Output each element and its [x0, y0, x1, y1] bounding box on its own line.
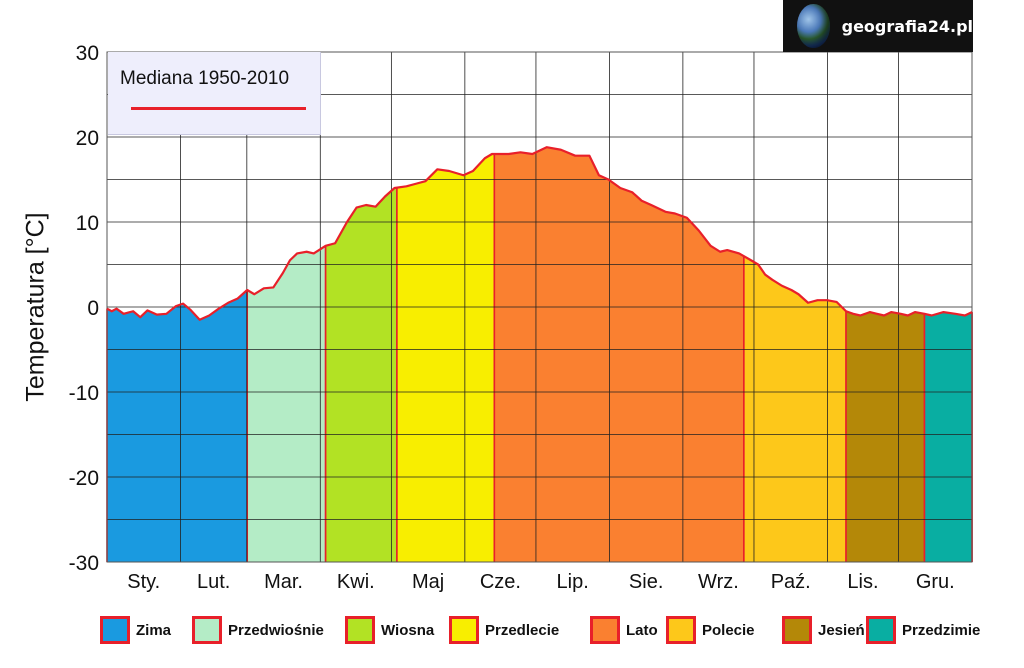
- brand-text: geografia24.pl: [841, 16, 973, 36]
- x-tick-label: Gru.: [916, 571, 955, 593]
- x-tick-label: Maj: [412, 571, 444, 593]
- season-swatch: [666, 616, 696, 644]
- plot-frame: [106, 51, 973, 563]
- season-band-przedzimie: [924, 312, 972, 562]
- season-legend: Zima Przedwiośnie Wiosna Przedlecie Lato Pole…: [0, 613, 1024, 647]
- season-legend-label: Przedwiośnie: [228, 621, 324, 639]
- season-band-przedwiośnie: [247, 245, 326, 563]
- x-tick-label: Kwi.: [337, 571, 375, 593]
- season-legend-label: Przedzimie: [902, 621, 981, 639]
- grid: [106, 51, 973, 563]
- season-swatch: [449, 616, 479, 644]
- x-tick-label: Cze.: [480, 571, 521, 593]
- season-legend-item-przedzimie: Przedzimie: [866, 613, 980, 647]
- y-tick-label: -30: [69, 552, 99, 575]
- season-legend-item-jesień: Jesień: [782, 613, 865, 647]
- line-legend: Mediana 1950-2010: [108, 52, 321, 135]
- season-legend-label: Polecie: [702, 621, 755, 639]
- season-band-przedlecie: [396, 154, 495, 562]
- season-legend-label: Przedlecie: [485, 621, 560, 639]
- season-legend-label: Zima: [136, 621, 172, 639]
- x-tick-label: Lis.: [847, 571, 878, 593]
- x-tick-label: Paź.: [771, 571, 811, 593]
- x-tick-label: Lip.: [557, 571, 589, 593]
- x-tick-label: Sie.: [629, 571, 663, 593]
- season-swatch: [782, 616, 812, 644]
- season-legend-item-przedlecie: Przedlecie: [449, 613, 559, 647]
- y-tick-label: 10: [76, 212, 99, 235]
- season-swatch: [345, 616, 375, 644]
- y-tick-label: -20: [69, 467, 99, 490]
- season-legend-label: Wiosna: [381, 621, 435, 639]
- median-line: [106, 146, 973, 321]
- season-swatch: [100, 616, 130, 644]
- line-legend-swatch: [131, 107, 306, 110]
- season-band-jesień: [846, 311, 925, 562]
- globe-icon: [797, 4, 830, 48]
- season-band-lato: [494, 147, 744, 562]
- season-legend-item-lato: Lato: [590, 613, 658, 647]
- season-legend-item-wiosna: Wiosna: [345, 613, 434, 647]
- season-swatch: [590, 616, 620, 644]
- median-temperature-line: [106, 146, 973, 321]
- x-tick-label: Mar.: [264, 571, 303, 593]
- x-tick-label: Sty.: [127, 571, 160, 593]
- season-swatch: [866, 616, 896, 644]
- y-tick-label: -10: [69, 382, 99, 405]
- y-tick-label: 0: [87, 297, 99, 320]
- line-legend-label: Mediana 1950-2010: [120, 68, 290, 89]
- season-bands: [106, 147, 973, 563]
- y-axis-ticks: 30 20 10 0 -10 -20 -30: [69, 42, 99, 575]
- season-band-polecie: [743, 256, 847, 562]
- season-band-wiosna: [325, 187, 397, 562]
- x-tick-label: Wrz.: [698, 571, 739, 593]
- season-legend-item-zima: Zima: [100, 613, 171, 647]
- y-tick-label: 30: [76, 42, 99, 65]
- season-legend-item-polecie: Polecie: [666, 613, 755, 647]
- x-tick-label: Lut.: [197, 571, 230, 593]
- season-legend-label: Jesień: [818, 621, 865, 639]
- season-band-zima: [107, 290, 248, 562]
- y-tick-label: 20: [76, 127, 99, 150]
- y-axis-label: Temperatura [°C]: [21, 212, 50, 402]
- season-swatch: [192, 616, 222, 644]
- brand-logo[interactable]: geografia24.pl: [783, 0, 973, 52]
- season-legend-label: Lato: [626, 621, 658, 639]
- season-legend-item-przedwiośnie: Przedwiośnie: [192, 613, 324, 647]
- x-axis-month-labels: Sty. Lut. Mar. Kwi. Maj Cze. Lip. Sie. Wrz. Paź. L…: [127, 571, 954, 593]
